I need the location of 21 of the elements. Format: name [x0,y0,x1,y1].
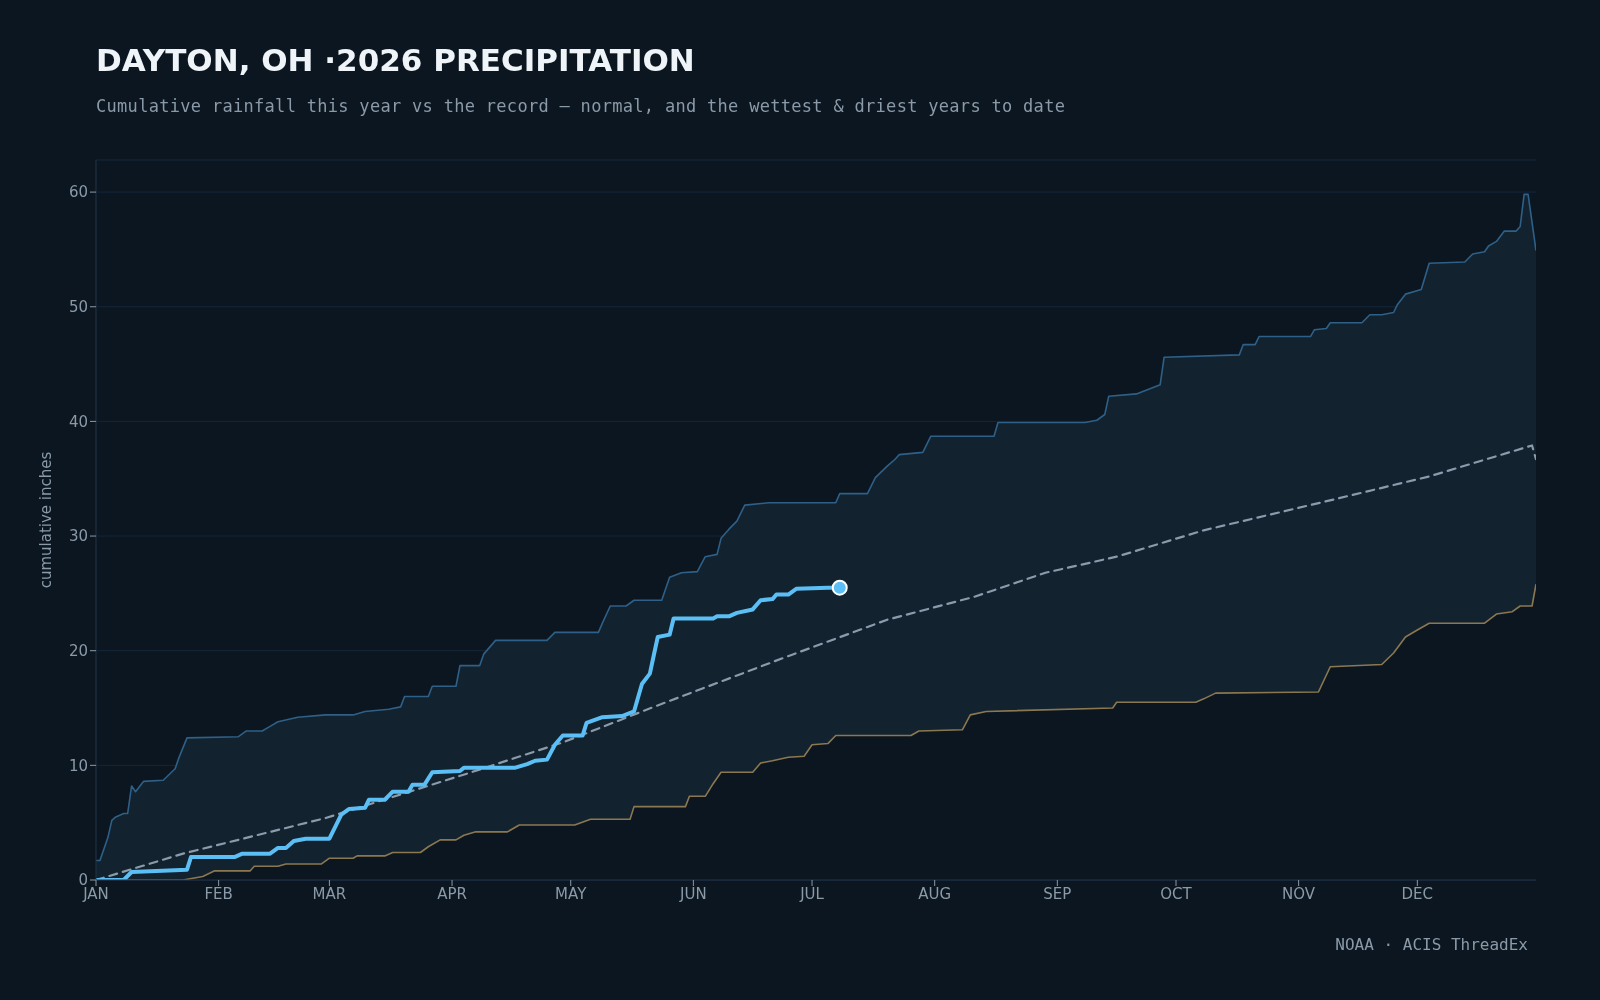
x-tick-label: APR [437,884,467,903]
chart-title: DAYTON, OH ·2026 PRECIPITATION [96,42,695,78]
x-tick-label: OCT [1160,884,1193,903]
x-tick-label: FEB [204,884,233,903]
y-tick-label: 50 [68,298,88,317]
chart-subtitle: Cumulative rainfall this year vs the record — normal, and the wettest & driest years to date [96,96,1066,116]
x-tick-label: AUG [918,884,952,903]
text: NOAA · ACIS ThreadEx [1335,935,1528,954]
y-axis-title: cumulative inches [37,451,56,589]
x-tick-label: SEP [1043,884,1072,903]
y-tick-label: 10 [68,756,88,775]
x-tick-label: MAY [555,884,588,903]
x-tick-label: JUL [799,884,825,903]
y-tick-label: 20 [68,642,88,661]
x-tick-label: MAR [312,884,347,903]
y-tick-label: 30 [68,527,88,546]
x-tick-label: JUN [679,884,707,903]
y-tick-label: 40 [68,412,88,431]
x-tick-label: NOV [1282,884,1316,903]
y-tick-label: 60 [68,183,88,202]
x-tick-label: DEC [1401,884,1434,903]
